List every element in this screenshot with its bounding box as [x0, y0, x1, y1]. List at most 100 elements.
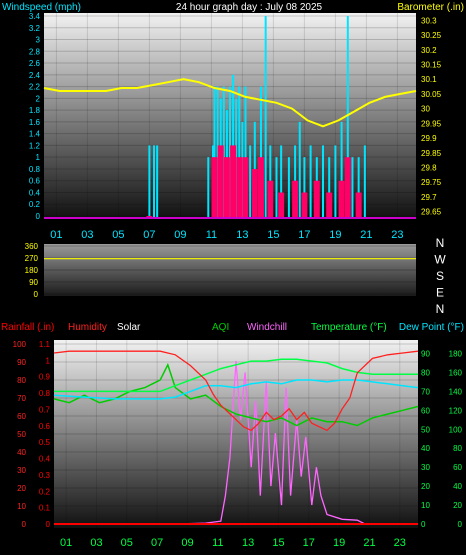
wind-x-tick-label: 17 — [298, 229, 310, 241]
wind-avg-bar — [251, 168, 258, 219]
wind-barometer-panel: Windspeed (mph) 24 hour graph day : July… — [2, 2, 464, 241]
barometer-tick-label: 30 — [421, 105, 430, 114]
wind-avg-bar — [313, 180, 320, 219]
wind-gust-bar — [346, 16, 349, 219]
temperature-tick-label: 0 — [421, 520, 426, 529]
barometer-tick-label: 29.7 — [421, 193, 437, 202]
windspeed-tick-label: 2.6 — [29, 59, 41, 68]
humidity-tick-label: 60 — [17, 412, 26, 421]
temperature-tick-label: 30 — [421, 463, 430, 472]
temp-x-tick-label: 17 — [303, 537, 315, 549]
barometer-tick-label: 29.95 — [421, 119, 442, 128]
barometer-tick-label: 30.1 — [421, 75, 437, 84]
chart-title: 24 hour graph day : July 08 2025 — [176, 2, 323, 13]
rain-tick-label: 0.4 — [39, 455, 51, 464]
wind-gust-bar — [213, 86, 216, 220]
legend-aqi: AQI — [212, 322, 229, 333]
temp-humidity-panel: Rainfall (.in) Humidity Solar AQI Windch… — [1, 322, 464, 549]
rain-tick-label: 0.8 — [39, 389, 51, 398]
wind-gust-bar — [241, 121, 244, 219]
wind-avg-bar — [344, 157, 351, 219]
wind-gust-bar — [153, 145, 156, 219]
windspeed-ticks: 0 0.2 0.4 0.6 0.8 1 1.2 1.4 1.6 1.8 2 2.2 2.4 2.6 2.8 3… — [29, 12, 41, 221]
wind-avg-bar — [217, 145, 224, 219]
wind-avg-bar — [230, 145, 237, 219]
solar-tick-label: 160 — [449, 368, 463, 377]
temperature-tick-label: 80 — [421, 368, 430, 377]
wind-gust-bar — [351, 157, 354, 219]
direction-plot-area — [44, 244, 416, 296]
windspeed-tick-label: 3.2 — [29, 24, 41, 33]
humidity-tick-label: 30 — [17, 466, 26, 475]
wind-gust-bar — [235, 98, 238, 219]
barometer-tick-label: 29.85 — [421, 149, 442, 158]
wind-avg-bar — [301, 192, 308, 219]
wind-avg-bar — [223, 157, 230, 219]
wind-x-tick-label: 13 — [236, 229, 248, 241]
wind-gust-bar — [357, 157, 360, 219]
humidity-tick-label: 70 — [17, 394, 26, 403]
solar-tick-label: 180 — [449, 349, 463, 358]
wind-avg-bar — [267, 180, 274, 219]
temp-x-tick-label: 21 — [363, 537, 375, 549]
barometer-tick-label: 30.3 — [421, 16, 437, 25]
legend-humidity: Humidity — [68, 322, 107, 333]
rain-tick-label: 1.1 — [39, 340, 51, 349]
barometer-series — [43, 78, 417, 128]
wind-gust-bar — [280, 145, 283, 219]
barometer-axis-title: Barometer (.in) — [397, 2, 464, 13]
legend-temperature: Temperature (°F) — [311, 322, 387, 333]
barometer-line — [43, 78, 417, 128]
wind-gust-bar — [260, 86, 262, 220]
compass-label: N — [436, 236, 445, 250]
barometer-tick-label: 29.75 — [421, 178, 442, 187]
rain-tick-label: 0 — [46, 520, 51, 529]
temp-x-tick-label: 03 — [90, 537, 102, 549]
wind-gust-bar — [287, 157, 290, 219]
windspeed-tick-label: 1.6 — [29, 118, 41, 127]
temperature-tick-label: 60 — [421, 406, 430, 415]
barometer-ticks: 29.65 29.7 29.75 29.8 29.85 29.9 29.95 30 30.05 3… — [421, 16, 442, 216]
temp-x-tick-label: 01 — [60, 537, 72, 549]
wind-gust-bar — [216, 86, 219, 220]
windspeed-tick-label: 1.4 — [29, 130, 41, 139]
temperature-line — [54, 358, 418, 393]
windspeed-tick-label: 1 — [36, 153, 41, 162]
wind-avg-bar — [242, 157, 249, 219]
temperature-tick-label: 10 — [421, 501, 430, 510]
wind-gust-bar — [298, 121, 301, 219]
humidity-tick-label: 100 — [13, 340, 27, 349]
rain-tick-label: 0.3 — [39, 471, 51, 480]
windspeed-tick-label: 2 — [36, 94, 41, 103]
rain-tick-label: 0.1 — [39, 504, 51, 513]
humidity-tick-label: 40 — [17, 448, 26, 457]
direction-tick-label: 270 — [25, 254, 39, 263]
humidity-tick-label: 80 — [17, 376, 26, 385]
compass-label: S — [436, 269, 444, 283]
wind-gust-bar — [249, 145, 252, 219]
temperature-tick-label: 70 — [421, 387, 430, 396]
wind-gust-bar — [275, 157, 278, 219]
wind-gust-bar — [303, 157, 306, 219]
wind-x-axis-ticks: 01 03 05 07 09 11 13 15 17 19 21 23 — [50, 229, 403, 241]
wind-avg-bar — [326, 192, 333, 219]
wind-gust-bar — [363, 145, 366, 219]
temperature-tick-label: 40 — [421, 444, 430, 453]
temp-x-tick-label: 23 — [394, 537, 406, 549]
windspeed-tick-label: 0.2 — [29, 200, 41, 209]
compass-label: E — [436, 286, 444, 300]
wind-gust-bar — [229, 86, 231, 220]
wind-avg-bar — [355, 192, 362, 219]
wind-gust-bar — [148, 145, 151, 219]
rain-tick-label: 1 — [46, 356, 51, 365]
wind-gust-bar — [244, 86, 247, 220]
compass-label: N — [436, 302, 445, 316]
barometer-tick-label: 29.65 — [421, 208, 442, 217]
wind-avg-bar — [258, 157, 264, 219]
humidity-line — [53, 350, 419, 432]
wind-x-tick-label: 21 — [360, 229, 372, 241]
wind-gust-bar — [340, 121, 343, 219]
aqi-line — [53, 362, 419, 427]
humidity-tick-label: 20 — [17, 484, 26, 493]
